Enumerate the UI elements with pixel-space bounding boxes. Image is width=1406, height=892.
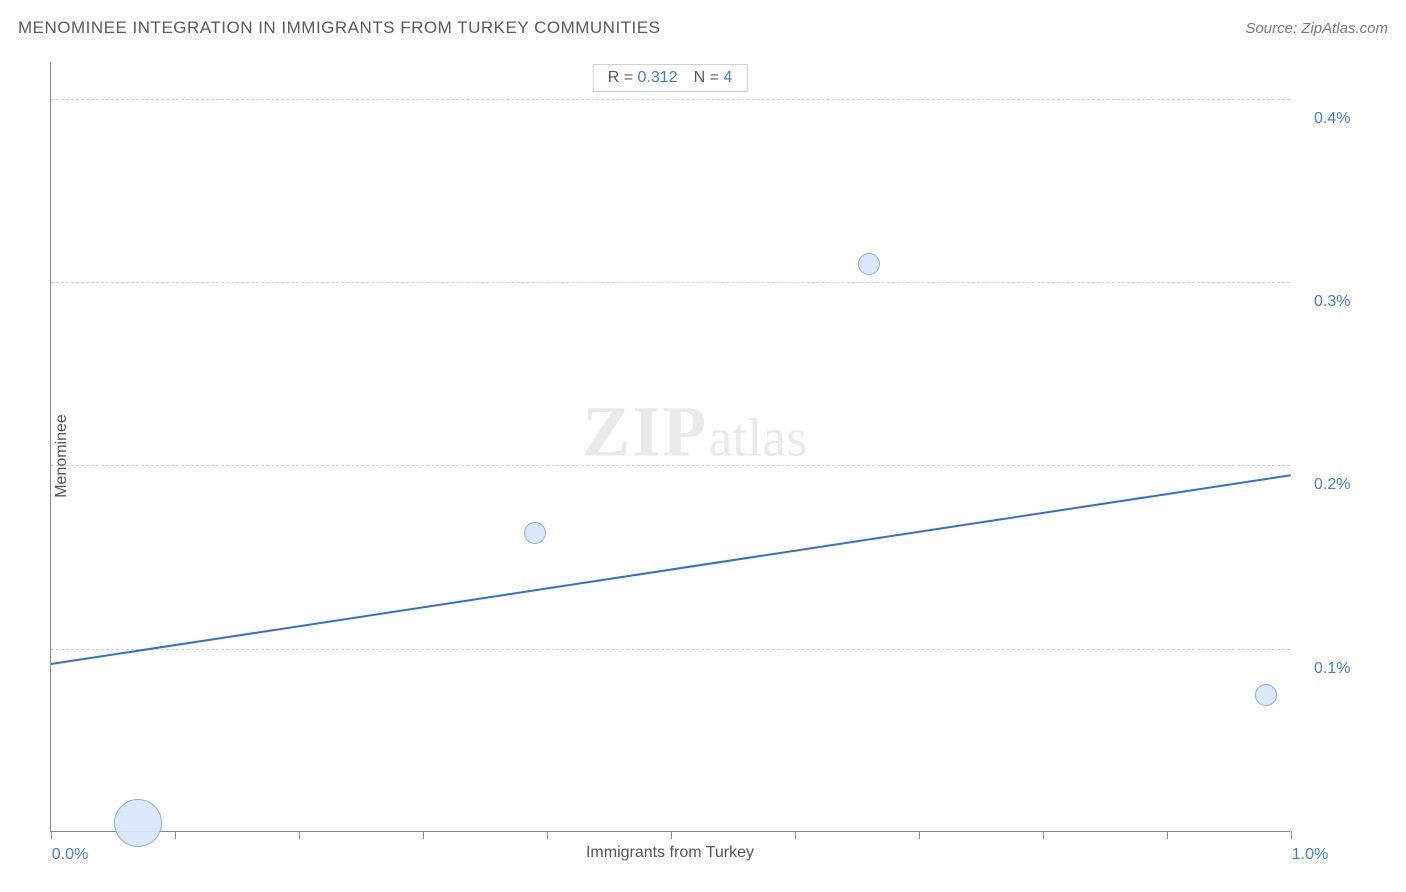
- x-tick-label-min: 0.0%: [52, 846, 88, 864]
- x-tick: [299, 831, 300, 839]
- x-tick: [1291, 831, 1292, 839]
- y-tick-label: 0.2%: [1314, 476, 1350, 494]
- x-tick: [671, 831, 672, 839]
- x-tick: [919, 831, 920, 839]
- y-tick-label: 0.1%: [1314, 660, 1350, 678]
- data-point[interactable]: [1255, 684, 1277, 706]
- y-tick-label: 0.4%: [1314, 110, 1350, 128]
- stat-n-label: N = 4: [694, 69, 733, 87]
- trend-line: [51, 475, 1291, 666]
- plot-area: [50, 62, 1290, 832]
- grid-line: [51, 465, 1290, 466]
- x-tick: [547, 831, 548, 839]
- chart-header: MENOMINEE INTEGRATION IN IMMIGRANTS FROM…: [18, 18, 1388, 38]
- data-point[interactable]: [114, 799, 162, 847]
- grid-line: [51, 99, 1290, 100]
- data-point[interactable]: [524, 522, 546, 544]
- x-tick: [795, 831, 796, 839]
- grid-line: [51, 282, 1290, 283]
- y-axis-label: Menominee: [53, 414, 71, 498]
- data-point[interactable]: [858, 253, 880, 275]
- stats-box: R = 0.312 N = 4: [593, 64, 748, 92]
- y-tick-label: 0.3%: [1314, 293, 1350, 311]
- x-tick-label-max: 1.0%: [1292, 846, 1328, 864]
- x-tick: [1167, 831, 1168, 839]
- x-tick: [175, 831, 176, 839]
- x-axis-label: Immigrants from Turkey: [586, 844, 754, 862]
- x-tick: [1043, 831, 1044, 839]
- x-tick: [423, 831, 424, 839]
- stat-n-value: 4: [723, 69, 732, 86]
- chart-title: MENOMINEE INTEGRATION IN IMMIGRANTS FROM…: [18, 18, 660, 38]
- x-tick: [51, 831, 52, 839]
- stat-r-value: 0.312: [638, 69, 678, 86]
- grid-line: [51, 649, 1290, 650]
- stat-r-label: R = 0.312: [608, 69, 678, 87]
- chart-source: Source: ZipAtlas.com: [1245, 20, 1388, 37]
